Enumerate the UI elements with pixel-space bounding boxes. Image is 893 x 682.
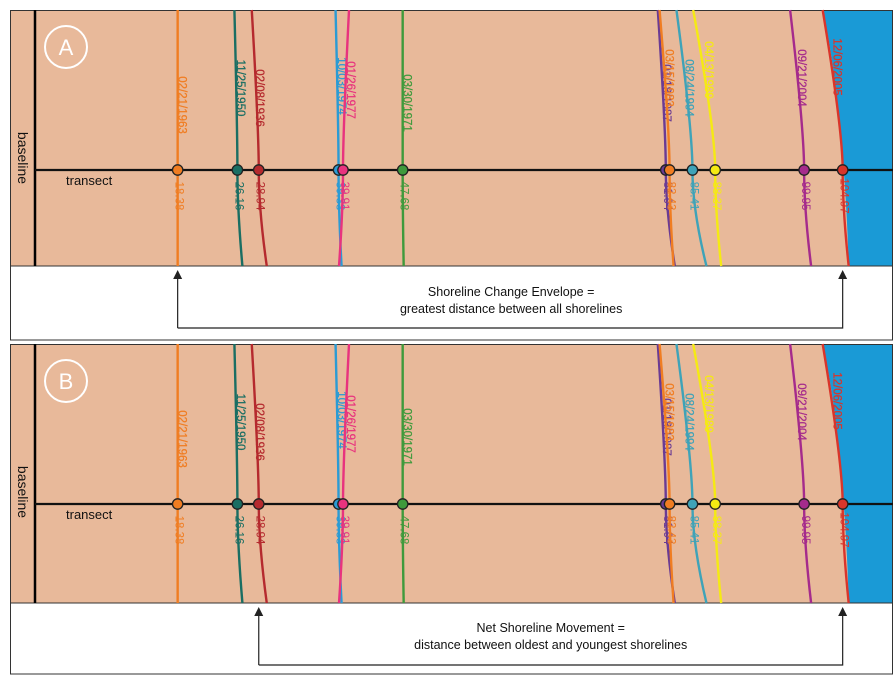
shoreline-date-label: 11/25/1950 xyxy=(234,60,246,117)
shoreline-distance-label: 18.38 xyxy=(173,182,185,211)
shoreline-date-label: 02/08/1936 xyxy=(253,403,265,461)
shoreline-date-label: 03/15/1983 xyxy=(663,49,675,107)
shoreline-line xyxy=(401,344,405,604)
shoreline-date-label: 03/30/1971 xyxy=(401,408,413,466)
shoreline-5: 03/30/1971 47.68 xyxy=(398,10,413,267)
shoreline-9: 04/13/1989 88.37 xyxy=(692,9,723,267)
shoreline-date-label: 02/21/1963 xyxy=(176,410,188,468)
intersection-point xyxy=(709,498,722,510)
caption-box xyxy=(10,602,893,675)
intersection-point xyxy=(686,164,699,176)
land-area xyxy=(10,344,893,603)
shoreline-0: 02/21/1963 18.38 xyxy=(173,343,188,603)
shoreline-distance-label: 104.97 xyxy=(838,512,850,547)
panel-letter: B xyxy=(59,369,74,394)
shoreline-date-label: 04/13/1989 xyxy=(702,41,714,99)
measurement-arrow xyxy=(258,613,844,666)
caption-line-1: Shoreline Change Envelope = xyxy=(428,285,594,299)
shoreline-distance-label: 99.95 xyxy=(799,182,811,211)
shoreline-distance-label: 47.68 xyxy=(398,182,410,211)
intersection-point xyxy=(337,498,349,510)
shoreline-distance-label: 99.95 xyxy=(799,516,811,545)
arrow-head-left xyxy=(173,270,183,279)
shoreline-distance-label: 104.97 xyxy=(838,178,850,213)
baseline-label: baseline xyxy=(15,466,31,518)
shoreline-date-label: 04/13/1989 xyxy=(702,375,714,433)
shoreline-distance-label: 82.43 xyxy=(665,182,677,211)
shoreline-date-label: 08/24/1994 xyxy=(682,393,694,451)
shoreline-distance-label: 82.43 xyxy=(665,516,677,545)
intersection-point xyxy=(231,498,244,510)
shoreline-distance-label: 88.37 xyxy=(710,182,722,211)
intersection-point xyxy=(396,498,409,510)
caption-line-2: distance between oldest and youngest sho… xyxy=(414,638,687,652)
shoreline-line xyxy=(401,10,405,267)
baseline-label: baseline xyxy=(15,132,31,184)
intersection-point xyxy=(836,164,849,176)
water-area xyxy=(822,10,893,266)
intersection-point xyxy=(171,164,184,176)
panel-a: baseline 02/21/1963 18.38 11/25/1950 26.16 02… xyxy=(10,9,893,341)
shoreline-distance-label: 47.68 xyxy=(398,516,410,545)
intersection-point xyxy=(686,498,699,510)
intersection-point xyxy=(337,164,349,176)
shoreline-date-label: 01/26/1977 xyxy=(344,395,356,453)
panel-letter-circle xyxy=(44,359,88,403)
shoreline-date-label: 02/08/1936 xyxy=(253,69,265,127)
intersection-point xyxy=(396,164,409,176)
shoreline-date-label: 02/21/1963 xyxy=(176,76,188,134)
shoreline-distance-label: 28.94 xyxy=(254,182,266,211)
intersection-point xyxy=(663,164,676,176)
water-area xyxy=(822,344,893,603)
caption-line-1: Net Shoreline Movement = xyxy=(477,621,625,635)
shoreline-9: 04/13/1989 88.37 xyxy=(692,343,723,604)
intersection-point xyxy=(252,498,265,510)
shoreline-1: 11/25/1950 26.16 xyxy=(232,343,246,604)
panel-letter-circle xyxy=(44,25,88,69)
panel-b: baseline 02/21/1963 18.38 11/25/1950 26.16 02… xyxy=(10,343,893,675)
arrow-head-left xyxy=(254,607,264,616)
intersection-point xyxy=(231,164,244,176)
shoreline-date-label: 12/06/2005 xyxy=(831,38,843,96)
intersection-point xyxy=(798,164,810,176)
shoreline-distance-label: 85.41 xyxy=(687,516,699,545)
transect-label: transect xyxy=(66,507,113,522)
intersection-point xyxy=(252,164,265,176)
shoreline-date-label: 11/25/1950 xyxy=(234,394,246,451)
panel-letter: A xyxy=(59,35,74,60)
shoreline-distance-label: 26.16 xyxy=(232,516,244,545)
shoreline-distance-label: 26.16 xyxy=(232,182,244,211)
land-area xyxy=(10,10,893,266)
shoreline-7: 03/15/1983 82.43 xyxy=(658,343,677,604)
shoreline-date-label: 09/21/2004 xyxy=(795,383,807,441)
measurement-arrow xyxy=(177,276,844,329)
shoreline-date-label: 09/21/2004 xyxy=(795,49,807,107)
shoreline-distance-label: 88.37 xyxy=(710,516,722,545)
arrow-head-right xyxy=(838,607,848,616)
shoreline-date-label: 08/24/1994 xyxy=(682,59,694,117)
intersection-point xyxy=(171,498,184,510)
intersection-point xyxy=(663,498,676,510)
shoreline-date-label: 03/15/1983 xyxy=(663,383,675,441)
intersection-point xyxy=(798,498,810,510)
shoreline-distance-label: 18.38 xyxy=(173,516,185,545)
shoreline-date-label: 03/30/1971 xyxy=(401,74,413,132)
transect-label: transect xyxy=(66,173,113,188)
intersection-point xyxy=(836,498,849,510)
arrow-head-right xyxy=(838,270,848,279)
shoreline-distance-label: 28.94 xyxy=(254,516,266,545)
shoreline-date-label: 01/26/1977 xyxy=(344,61,356,119)
shoreline-distance-label: 39.91 xyxy=(338,516,350,545)
intersection-point xyxy=(709,164,722,176)
shoreline-distance-label: 39.91 xyxy=(338,182,350,211)
caption-line-2: greatest distance between all shorelines xyxy=(400,302,622,316)
shoreline-date-label: 12/06/2005 xyxy=(831,372,843,430)
shoreline-distance-label: 85.41 xyxy=(687,182,699,211)
